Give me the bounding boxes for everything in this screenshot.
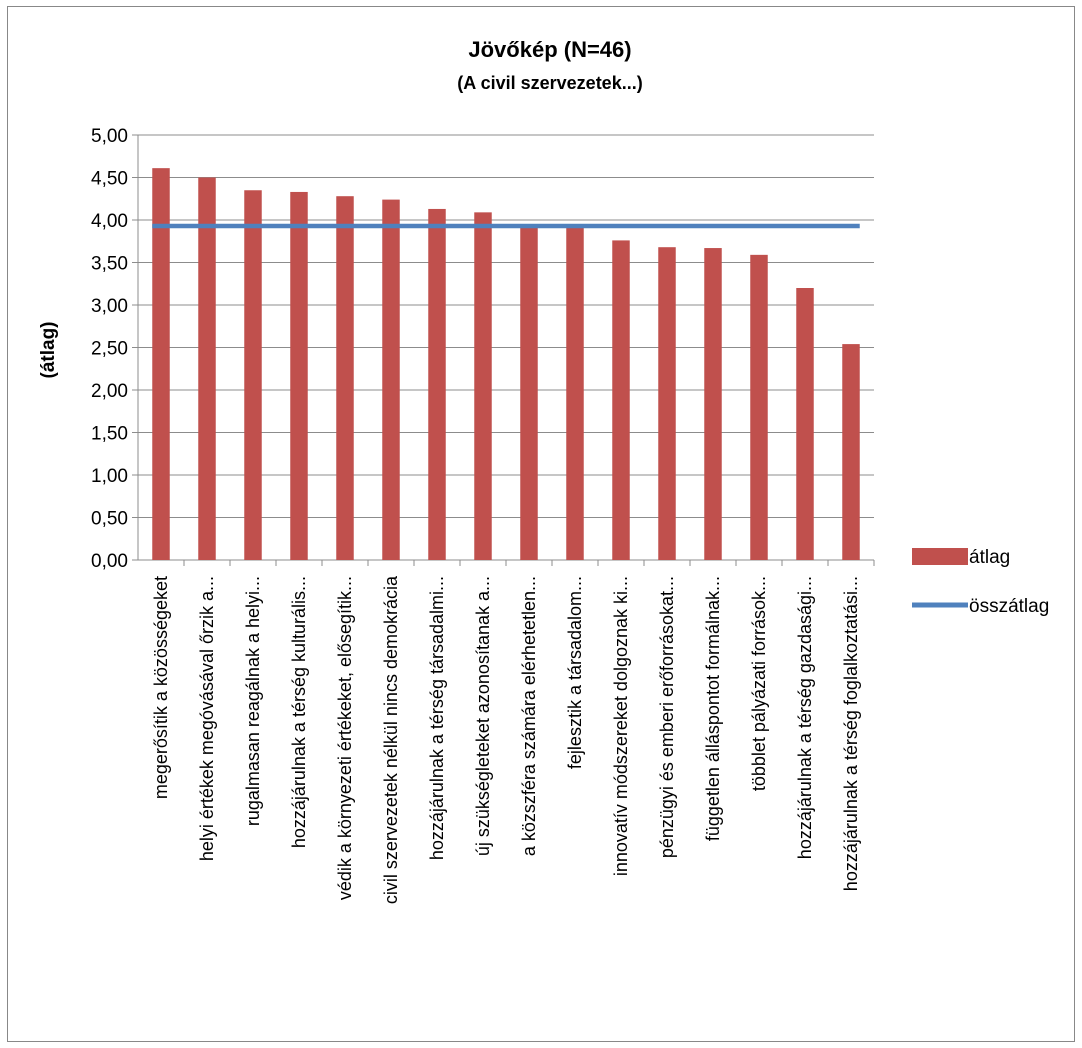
bar bbox=[152, 168, 170, 560]
bar bbox=[842, 344, 860, 560]
y-axis-ticks: 0,00 0,50 1,00 1,50 2,00 2,50 3,00 3,50 4,00 4,50… bbox=[91, 126, 128, 572]
legend-bar-swatch bbox=[912, 548, 968, 565]
legend-line-label: összátlag bbox=[969, 596, 1049, 617]
category-label: a közszféra számára elérhetetlen... bbox=[519, 576, 539, 856]
category-label: hozzájárulnak a térség kulturális... bbox=[289, 576, 309, 848]
chart-title: Jövőkép (N=46) bbox=[468, 37, 631, 62]
category-label: megerősítik a közösségeket bbox=[151, 576, 171, 799]
bar bbox=[382, 199, 400, 560]
bar bbox=[428, 208, 446, 560]
category-label: hozzájárulnak a térség társadalmi... bbox=[427, 576, 447, 860]
category-label: hozzájárulnak a térség gazdasági... bbox=[795, 576, 815, 859]
legend-bar-label: átlag bbox=[969, 547, 1010, 568]
y-tick-label: 2,50 bbox=[91, 339, 128, 360]
bar bbox=[704, 248, 722, 561]
category-label: innovatív módszereket dolgoznak ki... bbox=[611, 576, 631, 876]
bar bbox=[244, 190, 262, 560]
chart-frame: Jövőkép (N=46) (A civil szervezetek...) … bbox=[7, 6, 1075, 1042]
bar bbox=[336, 196, 354, 560]
category-label: rugalmasan reagálnak a helyi... bbox=[243, 576, 263, 826]
chart-svg: Jövőkép (N=46) (A civil szervezetek...) … bbox=[38, 37, 1049, 904]
y-tick-label: 4,50 bbox=[91, 169, 128, 190]
chart-subtitle: (A civil szervezetek...) bbox=[457, 73, 642, 93]
category-label: többlet pályázati források... bbox=[749, 576, 769, 791]
bar bbox=[796, 288, 814, 560]
bar bbox=[658, 247, 676, 560]
category-label: civil szervezetek nélkül nincs demokráci… bbox=[381, 575, 401, 904]
category-label: új szükségleteket azonosítanak a... bbox=[473, 576, 493, 856]
bar bbox=[750, 254, 768, 560]
category-label: helyi értékek megóvásával őrzik a... bbox=[197, 576, 217, 861]
category-label: pénzügyi és emberi erőforrásokat... bbox=[657, 576, 677, 858]
bar bbox=[612, 240, 630, 560]
legend: átlag összátlag bbox=[912, 547, 1049, 617]
y-tick-label: 1,50 bbox=[91, 424, 128, 445]
y-tick-label: 2,00 bbox=[91, 381, 128, 402]
category-labels: megerősítik a közösségeket helyi értékek … bbox=[151, 575, 861, 904]
bars bbox=[152, 168, 860, 561]
y-axis-label: (átlag) bbox=[38, 322, 59, 379]
bar bbox=[290, 191, 308, 560]
bar bbox=[520, 225, 538, 560]
category-label: hozzájárulnak a térség foglalkoztatási..… bbox=[841, 576, 861, 891]
y-tick-label: 4,00 bbox=[91, 211, 128, 232]
bar bbox=[474, 212, 492, 560]
y-tick-label: 3,00 bbox=[91, 296, 128, 317]
category-label: védik a környezeti értékeket, elősegítik… bbox=[335, 576, 355, 900]
y-tick-label: 1,00 bbox=[91, 466, 128, 487]
y-tick-label: 3,50 bbox=[91, 254, 128, 275]
category-label: fejlesztik a társadalom... bbox=[565, 576, 585, 769]
y-tick-label: 0,50 bbox=[91, 509, 128, 530]
y-tick-label: 0,00 bbox=[91, 551, 128, 572]
bar bbox=[198, 177, 216, 560]
category-label: független álláspontot formálnak... bbox=[703, 576, 723, 841]
y-tick-label: 5,00 bbox=[91, 126, 128, 147]
bar bbox=[566, 227, 584, 560]
